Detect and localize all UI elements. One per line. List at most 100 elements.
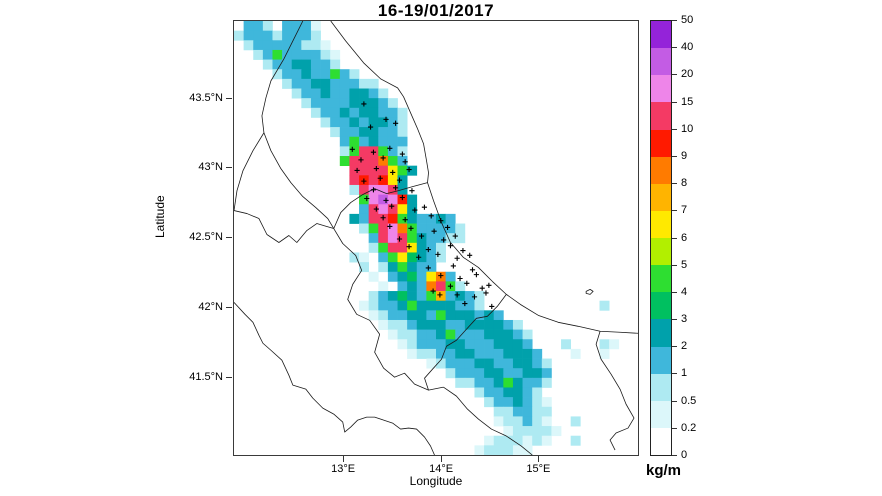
raster-cell bbox=[282, 78, 293, 89]
raster-cell bbox=[484, 329, 495, 340]
raster-cell bbox=[484, 339, 495, 350]
colorbar-tick-label: 0.2 bbox=[681, 421, 697, 434]
raster-cell bbox=[378, 310, 389, 321]
raster-cell bbox=[330, 78, 341, 89]
raster-cell bbox=[426, 300, 437, 311]
raster-cell bbox=[262, 30, 273, 41]
region-border bbox=[585, 288, 594, 295]
raster-cell bbox=[339, 107, 350, 118]
raster-cell bbox=[378, 262, 389, 273]
raster-cell bbox=[378, 127, 389, 138]
plus-marker bbox=[361, 101, 367, 107]
raster-cell bbox=[512, 416, 523, 427]
raster-cell bbox=[426, 252, 437, 263]
raster-cell bbox=[387, 127, 398, 138]
raster-cell bbox=[512, 406, 523, 417]
raster-cell bbox=[407, 319, 418, 330]
raster-cell bbox=[378, 117, 389, 128]
raster-cell bbox=[445, 329, 456, 340]
x-tick-mark bbox=[538, 456, 540, 462]
raster-cell bbox=[407, 339, 418, 350]
raster-cell bbox=[426, 242, 437, 253]
raster-cell bbox=[368, 223, 379, 234]
raster-cell bbox=[455, 300, 466, 311]
plus-marker bbox=[479, 285, 485, 291]
raster-cell bbox=[522, 329, 533, 340]
raster-cell bbox=[493, 397, 504, 408]
raster-cell bbox=[397, 252, 408, 263]
raster-cell bbox=[512, 426, 523, 437]
raster-cell bbox=[272, 30, 283, 41]
raster-cell bbox=[397, 310, 408, 321]
raster-cell bbox=[455, 348, 466, 359]
raster-cell bbox=[368, 165, 379, 176]
raster-cell bbox=[387, 242, 398, 253]
raster-cell bbox=[426, 358, 437, 369]
raster-cell bbox=[378, 175, 389, 186]
plus-marker bbox=[435, 251, 441, 257]
raster-cell bbox=[387, 271, 398, 282]
plus-marker bbox=[361, 178, 367, 184]
raster-cell bbox=[301, 59, 312, 70]
plus-marker bbox=[464, 280, 470, 286]
raster-cell bbox=[339, 98, 350, 109]
raster-cell bbox=[301, 69, 312, 80]
raster-cell bbox=[407, 310, 418, 321]
colorbar-tick-mark bbox=[672, 400, 677, 402]
raster-cell bbox=[301, 98, 312, 109]
raster-cell bbox=[349, 146, 360, 157]
colorbar-segment bbox=[651, 292, 671, 320]
raster-cell bbox=[512, 319, 523, 330]
raster-cell bbox=[397, 107, 408, 118]
raster-cell bbox=[407, 281, 418, 292]
raster-cell bbox=[484, 445, 495, 455]
plus-marker bbox=[387, 145, 393, 151]
raster-cell bbox=[291, 30, 302, 41]
raster-cell bbox=[339, 88, 350, 99]
plus-marker bbox=[358, 157, 364, 163]
raster-cell bbox=[378, 146, 389, 157]
raster-cell bbox=[349, 69, 360, 80]
colorbar-tick-mark bbox=[672, 373, 677, 375]
raster-cell bbox=[416, 213, 427, 224]
y-tick-label: 43.5°N bbox=[189, 91, 223, 104]
raster-cell bbox=[522, 426, 533, 437]
plus-marker bbox=[364, 195, 370, 202]
y-tick-mark bbox=[226, 377, 232, 379]
raster-cell bbox=[445, 368, 456, 379]
plus-marker bbox=[377, 175, 383, 181]
raster-cell bbox=[349, 156, 360, 167]
plus-marker bbox=[486, 282, 492, 288]
raster-cell bbox=[416, 291, 427, 302]
raster-cell bbox=[503, 329, 514, 340]
raster-cell bbox=[464, 339, 475, 350]
raster-cell bbox=[397, 117, 408, 128]
raster-cell bbox=[532, 348, 543, 359]
raster-cell bbox=[397, 127, 408, 138]
colorbar-segment bbox=[651, 129, 671, 157]
raster-cell bbox=[291, 88, 302, 99]
raster-cell bbox=[464, 329, 475, 340]
raster-cell bbox=[301, 21, 312, 31]
raster-cell bbox=[493, 348, 504, 359]
raster-cell bbox=[532, 368, 543, 379]
raster-cell bbox=[397, 223, 408, 234]
raster-cell bbox=[330, 107, 341, 118]
colorbar-tick-label: 40 bbox=[681, 41, 694, 54]
plus-marker bbox=[408, 225, 414, 231]
raster-cell bbox=[378, 156, 389, 167]
raster-cell bbox=[522, 339, 533, 350]
raster-cell bbox=[378, 88, 389, 99]
colorbar-tick-mark bbox=[672, 455, 677, 456]
raster-cell bbox=[272, 69, 283, 80]
raster-cell bbox=[359, 78, 370, 89]
raster-cell bbox=[339, 146, 350, 157]
plus-marker bbox=[444, 224, 451, 231]
raster-cell bbox=[455, 291, 466, 302]
raster-cell bbox=[599, 348, 610, 359]
raster-cell bbox=[397, 339, 408, 350]
raster-cell bbox=[378, 281, 389, 292]
raster-cell bbox=[445, 358, 456, 369]
raster-cell bbox=[387, 329, 398, 340]
raster-cell bbox=[426, 348, 437, 359]
